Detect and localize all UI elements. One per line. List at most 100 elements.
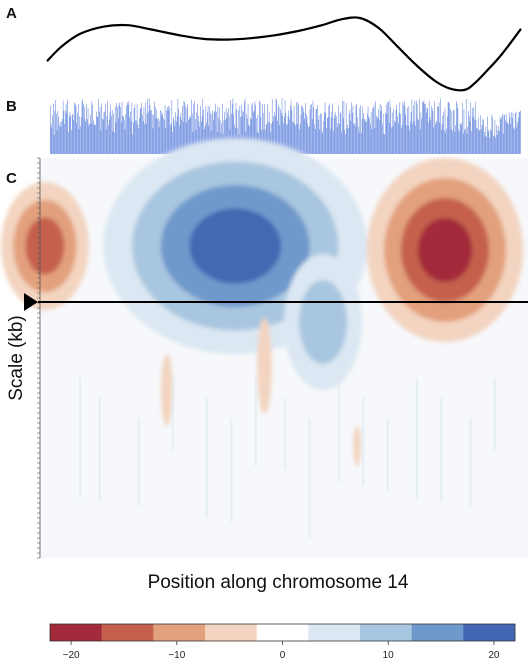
density-bar xyxy=(382,124,383,154)
density-bar xyxy=(147,98,148,154)
density-bar xyxy=(343,101,345,154)
density-bar xyxy=(385,112,386,154)
density-bar xyxy=(287,115,289,154)
density-bar xyxy=(457,108,459,154)
density-bar xyxy=(117,118,119,154)
density-bar xyxy=(58,116,59,154)
density-bar xyxy=(275,98,277,154)
density-bar xyxy=(428,100,430,154)
density-bar xyxy=(50,105,51,154)
density-bar xyxy=(235,102,237,154)
density-bar xyxy=(413,120,415,154)
density-bar xyxy=(198,121,200,154)
density-bar xyxy=(265,125,267,154)
density-bar xyxy=(474,119,475,154)
density-bar xyxy=(473,107,475,154)
density-bar xyxy=(213,120,214,154)
density-bar xyxy=(349,109,351,154)
density-bar xyxy=(407,125,409,154)
density-bar xyxy=(444,108,446,154)
density-bar xyxy=(369,118,370,154)
density-bar xyxy=(290,100,292,154)
heatmap-streak xyxy=(469,418,472,506)
panel-c-letter: C xyxy=(6,170,17,187)
density-bar xyxy=(459,131,460,154)
density-bar xyxy=(481,125,483,154)
density-bar xyxy=(209,106,210,154)
density-bar xyxy=(511,118,513,154)
density-bar xyxy=(468,111,469,154)
density-bar xyxy=(324,111,325,154)
density-bar xyxy=(130,111,131,154)
density-bar xyxy=(199,126,201,154)
density-bar xyxy=(72,113,74,154)
density-bar xyxy=(295,125,296,154)
density-bar xyxy=(467,126,469,154)
heatmap-streak xyxy=(230,418,233,522)
density-bar xyxy=(392,126,394,154)
density-bar xyxy=(383,133,385,154)
selected-scale-arrow xyxy=(24,293,38,311)
density-bar xyxy=(394,122,396,154)
density-bar xyxy=(169,107,170,154)
density-bar xyxy=(230,100,231,154)
density-bar xyxy=(89,123,90,154)
density-bar xyxy=(353,123,355,154)
density-bar xyxy=(68,116,70,154)
density-bar xyxy=(228,116,230,154)
density-bar xyxy=(481,129,482,154)
density-bar xyxy=(206,122,207,154)
density-bar xyxy=(252,102,253,154)
density-bar xyxy=(503,115,505,154)
density-bar xyxy=(431,108,433,154)
density-bar xyxy=(302,108,304,154)
density-bar xyxy=(80,126,81,154)
density-bar xyxy=(243,111,244,154)
density-bar xyxy=(143,107,145,154)
density-bar xyxy=(499,116,501,154)
density-bar xyxy=(490,130,492,154)
density-bar xyxy=(126,105,127,154)
density-bar xyxy=(354,123,355,154)
density-bar xyxy=(268,122,269,154)
density-bar xyxy=(476,128,478,154)
density-bar xyxy=(434,124,436,154)
density-bar xyxy=(278,107,280,154)
density-bar xyxy=(339,111,341,154)
density-bar xyxy=(219,107,220,154)
density-bar xyxy=(277,105,279,154)
density-bar xyxy=(453,109,454,154)
density-bar xyxy=(80,117,82,154)
density-bar xyxy=(203,109,204,154)
density-bar xyxy=(240,104,242,154)
density-bar xyxy=(187,104,188,154)
heatmap-streak xyxy=(362,398,365,486)
density-bar xyxy=(78,129,80,154)
density-bar xyxy=(216,111,217,154)
density-bar xyxy=(155,118,157,154)
density-bar xyxy=(364,119,366,154)
density-bar xyxy=(226,118,228,154)
density-bar xyxy=(189,115,191,154)
density-bar xyxy=(348,127,349,154)
density-bar xyxy=(471,130,472,154)
density-bar xyxy=(100,130,102,154)
density-bar xyxy=(54,111,56,154)
density-bar xyxy=(253,110,255,154)
density-bar xyxy=(255,104,256,154)
density-bar xyxy=(429,116,431,154)
density-bar xyxy=(310,105,312,154)
density-bar xyxy=(404,107,406,154)
heatmap-streak xyxy=(415,378,418,498)
density-bar xyxy=(379,103,381,154)
density-bar xyxy=(65,110,66,154)
heatmap-streak xyxy=(98,398,101,502)
density-bar xyxy=(63,111,65,154)
density-bar xyxy=(289,119,290,154)
density-bar xyxy=(236,109,238,154)
density-bar xyxy=(273,116,275,154)
density-bar xyxy=(494,119,496,154)
density-bar xyxy=(122,115,124,154)
density-bar xyxy=(411,99,413,154)
density-bar xyxy=(458,129,459,154)
